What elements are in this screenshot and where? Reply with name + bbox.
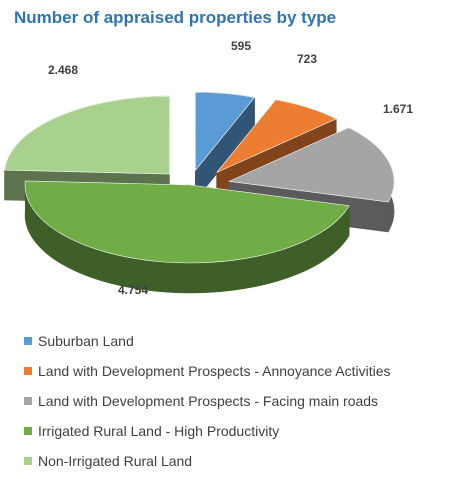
legend-label: Non-Irrigated Rural Land (38, 453, 193, 469)
pie-slice-3 (24, 180, 350, 294)
legend-label: Suburban Land (38, 333, 134, 349)
data-label-3: 4.754 (118, 283, 148, 297)
legend-item: Irrigated Rural Land - High Productivity (24, 416, 391, 446)
legend-label: Land with Development Prospects - Facing… (38, 393, 379, 409)
chart-legend: Suburban Land Land with Development Prosp… (24, 326, 391, 476)
data-label-1: 723 (297, 52, 317, 66)
pie-slice-0 (195, 91, 256, 201)
legend-swatch (24, 427, 32, 435)
legend-item: Suburban Land (24, 326, 391, 356)
legend-swatch (24, 457, 32, 465)
data-label-2: 1.671 (383, 102, 413, 116)
legend-item: Land with Development Prospects - Facing… (24, 386, 391, 416)
data-label-4: 2.468 (48, 63, 78, 77)
chart-title: Number of appraised properties by type (14, 8, 337, 27)
legend-label: Land with Development Prospects - Annoya… (38, 363, 391, 379)
legend-swatch (24, 397, 32, 405)
legend-swatch (24, 367, 32, 375)
pie-chart: 595 723 1.671 4.754 2.468 (4, 39, 413, 297)
legend-item: Land with Development Prospects - Annoya… (24, 356, 391, 386)
legend-label: Irrigated Rural Land - High Productivity (38, 423, 280, 439)
data-label-0: 595 (231, 39, 251, 53)
legend-swatch (24, 337, 32, 345)
legend-item: Non-Irrigated Rural Land (24, 446, 391, 476)
